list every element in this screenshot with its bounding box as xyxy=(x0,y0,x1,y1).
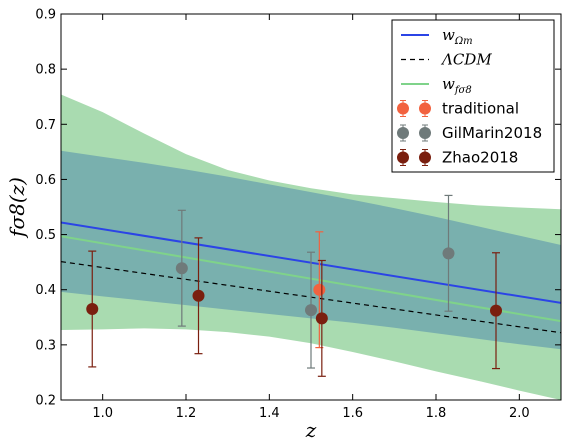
x-tick-label: 1.2 xyxy=(176,406,197,421)
y-tick-label: 0.7 xyxy=(35,118,56,133)
legend-swatch-marker xyxy=(397,127,409,139)
legend-label-1: ΛCDM xyxy=(440,51,492,69)
data-point-2 xyxy=(192,289,205,302)
legend-swatch-marker xyxy=(419,102,431,115)
legend: wΩmΛCDMwfσ8traditionalGilMarin2018Zhao20… xyxy=(391,19,555,173)
data-point-0 xyxy=(313,283,326,296)
points-layer xyxy=(86,194,502,377)
legend-label-main: GilMarin2018 xyxy=(442,124,542,142)
legend-label-main: Zhao2018 xyxy=(442,149,518,167)
y-axis-label-group: fσ8(z) xyxy=(5,177,29,239)
ticks-layer: 1.0 1.2 1.4 1.6 1.8 2.0 0.2 0.3 0.4 0.5 0.6 0.7 0.8 0… xyxy=(35,8,561,421)
legend-label-5: Zhao2018 xyxy=(442,149,518,167)
plot-frame xyxy=(60,13,562,401)
legend-label-main: traditional xyxy=(442,100,519,118)
x-tick-label: 1.6 xyxy=(342,406,363,421)
y-tick-label: 0.2 xyxy=(35,394,56,409)
y-tick-label: 0.4 xyxy=(35,283,56,298)
y-tick-label: 0.6 xyxy=(35,173,56,188)
legend-label-main: w xyxy=(442,26,455,44)
y-tick-label: 0.3 xyxy=(35,338,56,353)
data-point-1 xyxy=(305,304,317,317)
x-tick-label: 2.0 xyxy=(509,406,530,421)
legend-label-main: w xyxy=(442,75,455,93)
y-tick-label: 0.9 xyxy=(35,8,56,23)
legend-label-sub: Ωm xyxy=(454,36,473,47)
data-point-1 xyxy=(442,247,455,260)
y-tick-label: 0.5 xyxy=(35,228,56,243)
x-tick-label: 1.8 xyxy=(426,406,447,421)
y-axis-label: fσ8(z) xyxy=(5,177,29,239)
legend-label-2: wfσ8 xyxy=(442,75,472,96)
legend-label-3: traditional xyxy=(442,100,519,118)
data-point-1 xyxy=(175,262,188,275)
legend-box xyxy=(391,19,555,173)
x-axis-label: z xyxy=(305,418,317,441)
x-tick-label: 1.0 xyxy=(92,406,113,421)
legend-label-main: ΛCDM xyxy=(440,51,492,69)
data-point-2 xyxy=(315,312,328,325)
legend-label-0: wΩm xyxy=(442,26,473,47)
legend-swatch-marker xyxy=(397,151,409,164)
legend-swatch-marker xyxy=(419,127,431,139)
y-tick-label: 0.8 xyxy=(35,63,56,78)
x-tick-label: 1.4 xyxy=(259,406,280,421)
legend-swatch-marker xyxy=(397,102,409,115)
legend-label-sub: fσ8 xyxy=(454,85,472,96)
legend-swatch-marker xyxy=(419,151,431,164)
data-point-2 xyxy=(86,303,99,316)
legend-label-4: GilMarin2018 xyxy=(442,124,542,142)
data-point-2 xyxy=(490,304,502,317)
